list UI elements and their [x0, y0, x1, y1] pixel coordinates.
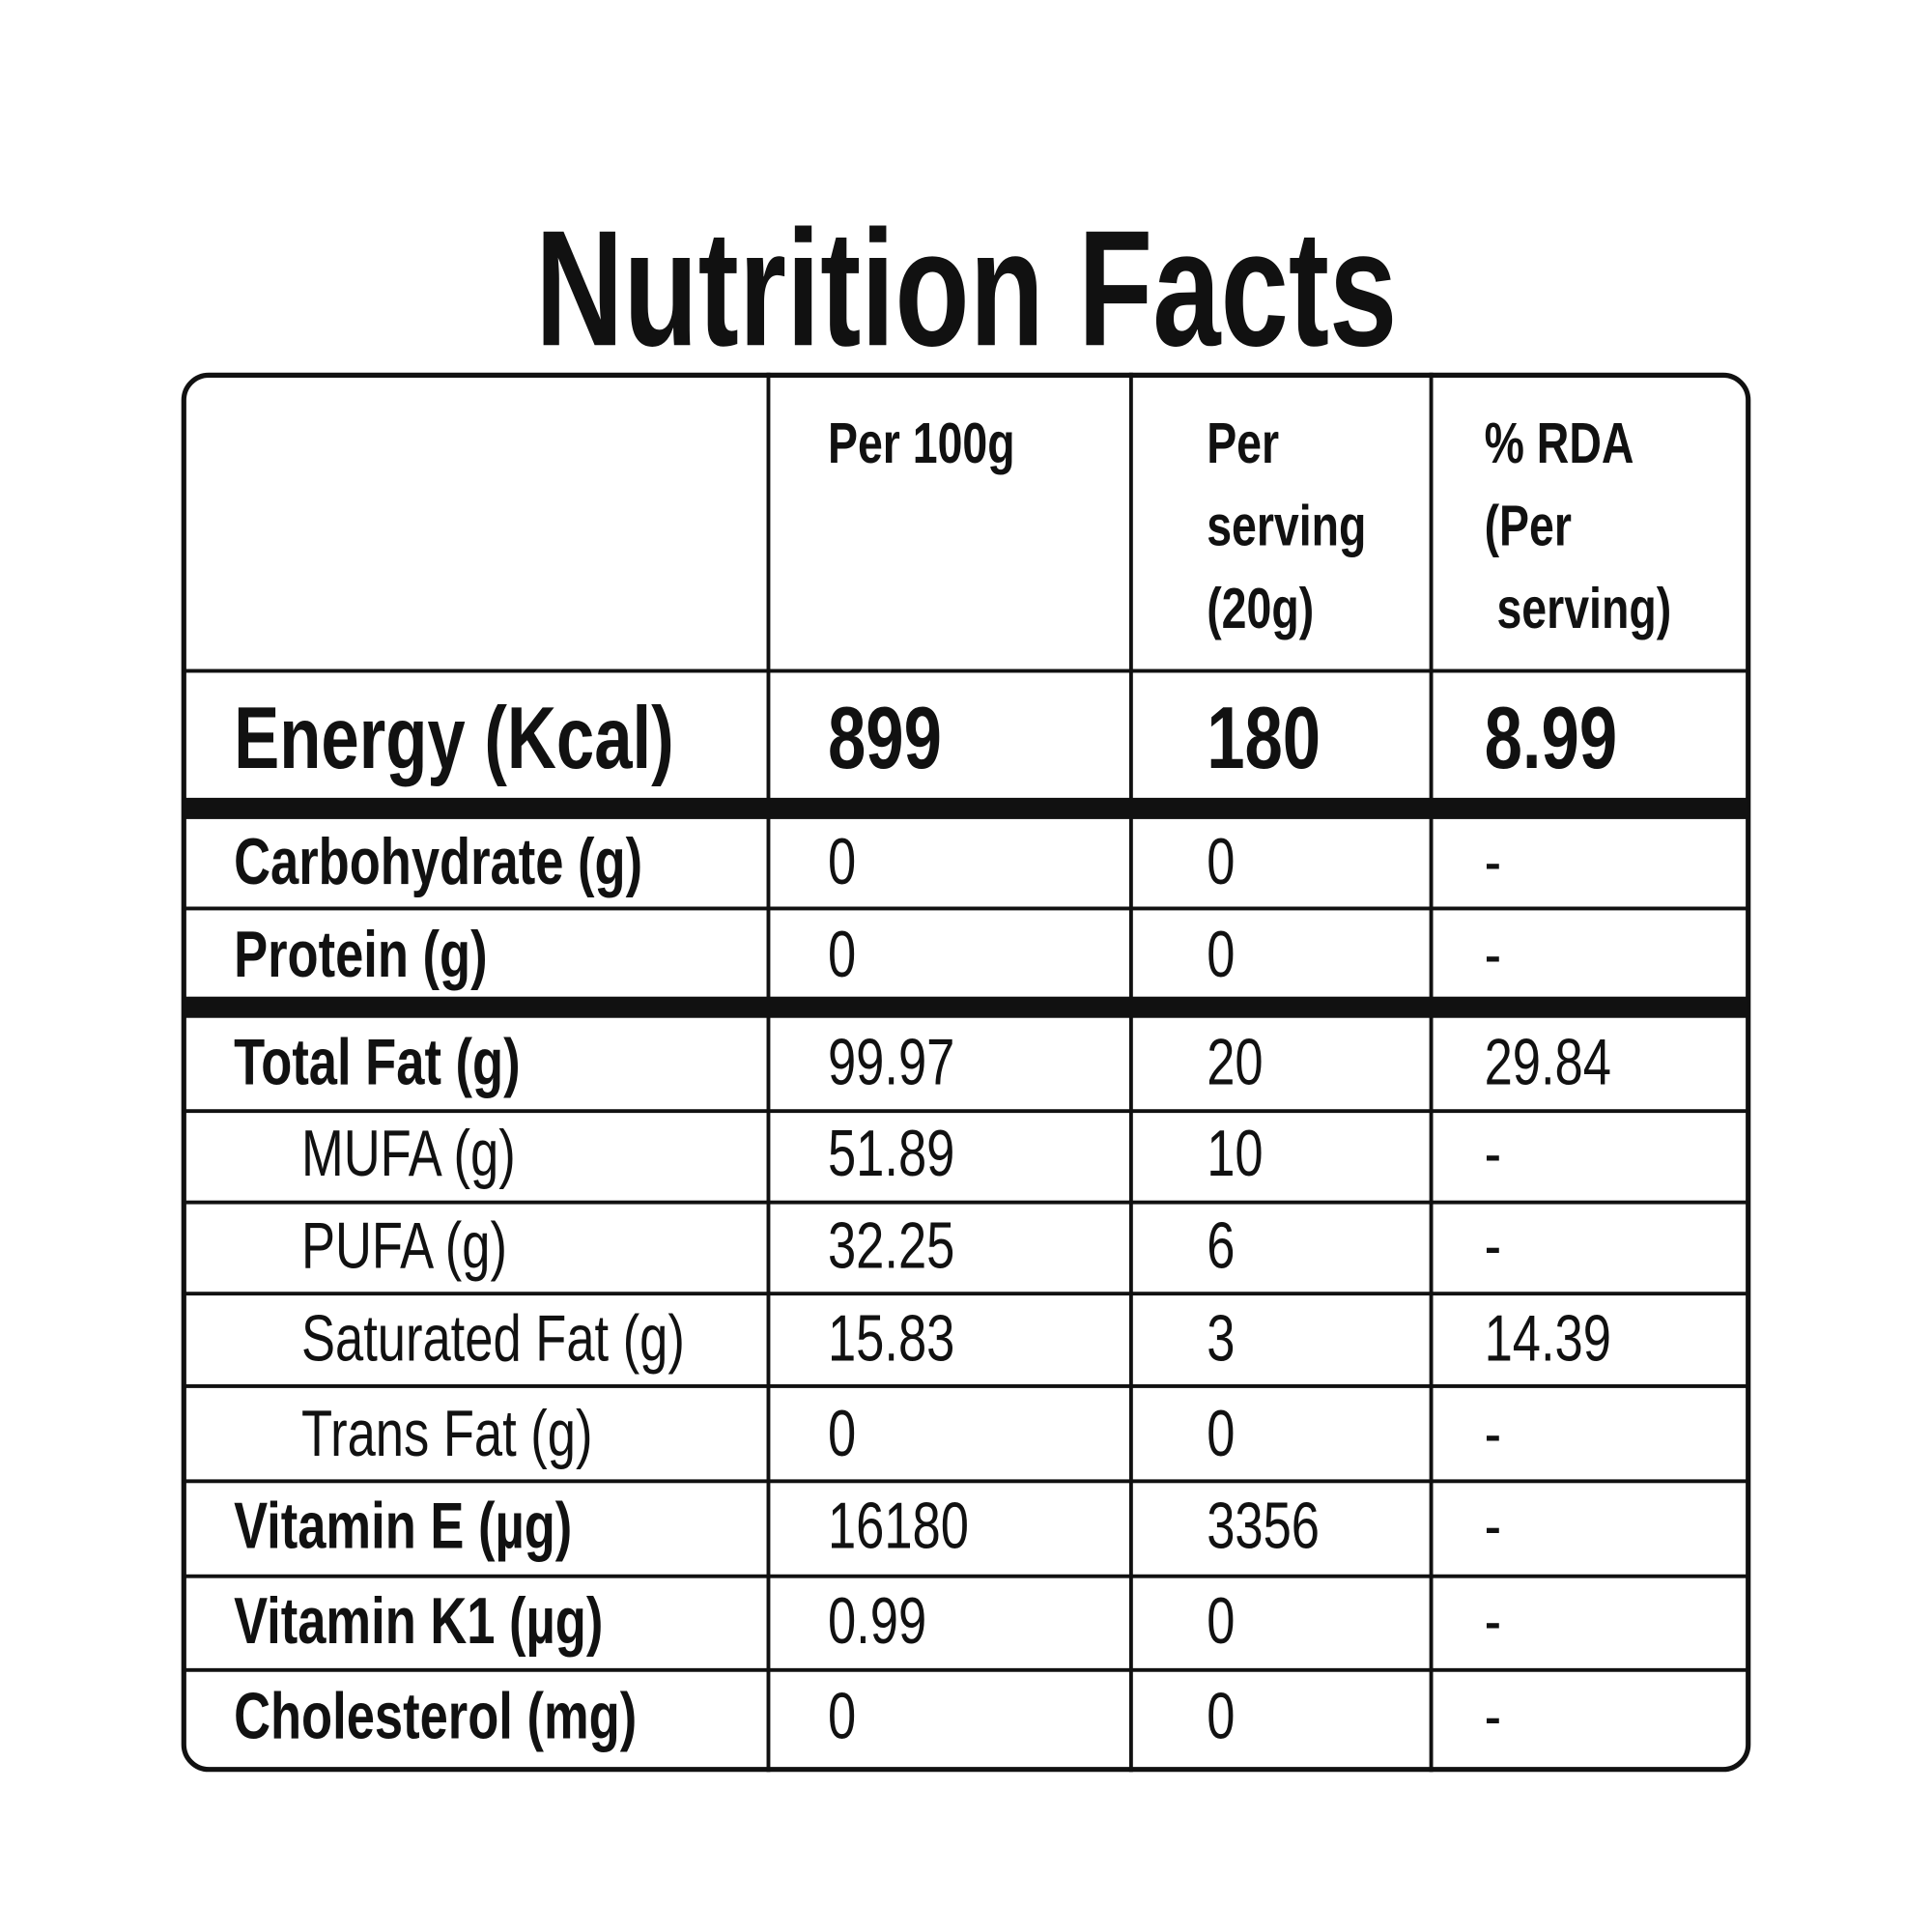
- nutrient-label: Cholesterol (mg): [234, 1680, 638, 1753]
- column-divider: [1128, 372, 1133, 1773]
- nutrient-label: MUFA (g): [300, 1118, 516, 1191]
- row-divider: [184, 1200, 1748, 1205]
- nutrition-table: [181, 372, 1751, 1773]
- value-per-100g: 0: [827, 826, 857, 899]
- value-per-serving: 6: [1207, 1210, 1236, 1284]
- value-rda: -: [1484, 919, 1502, 992]
- header-per-serving-line1: Per: [1207, 410, 1280, 475]
- value-per-serving: 0: [1207, 1398, 1236, 1471]
- value-rda: -: [1484, 1398, 1502, 1471]
- row-divider: [184, 1574, 1748, 1578]
- value-per-100g: 0: [827, 1398, 857, 1471]
- value-per-serving: 20: [1207, 1026, 1264, 1099]
- value-per-100g: 0.99: [827, 1585, 927, 1659]
- header-per-serving-line2: serving: [1207, 493, 1367, 558]
- row-divider: [184, 906, 1748, 911]
- nutrient-label: Trans Fat (g): [300, 1398, 593, 1471]
- nutrient-label: Total Fat (g): [234, 1026, 521, 1099]
- nutrient-label: Carbohydrate (g): [234, 826, 643, 899]
- value-rda: -: [1484, 1118, 1502, 1191]
- nutrient-label: Saturated Fat (g): [300, 1302, 685, 1376]
- value-per-serving: 10: [1207, 1118, 1264, 1191]
- nutrient-label: PUFA (g): [300, 1210, 507, 1284]
- value-per-serving: 0: [1207, 919, 1236, 992]
- row-divider: [184, 668, 1748, 673]
- energy-rda: 8.99: [1484, 689, 1618, 787]
- column-divider: [1429, 372, 1434, 1773]
- value-rda: -: [1484, 1680, 1502, 1753]
- thick-row-divider: [184, 797, 1748, 819]
- header-rda-line3: serving): [1484, 575, 1672, 640]
- value-rda: -: [1484, 1585, 1502, 1659]
- nutrient-label: Vitamin E (µg): [234, 1491, 573, 1564]
- page-title: Nutrition Facts: [0, 194, 1932, 383]
- row-divider: [184, 1384, 1748, 1388]
- row-divider: [184, 1667, 1748, 1672]
- energy-per-serving: 180: [1207, 689, 1321, 787]
- value-per-100g: 0: [827, 1680, 857, 1753]
- column-divider: [766, 372, 771, 1773]
- header-rda-line1: % RDA: [1484, 410, 1634, 475]
- value-per-100g: 15.83: [827, 1302, 955, 1376]
- value-per-100g: 16180: [827, 1491, 969, 1564]
- energy-per-100g: 899: [827, 689, 942, 787]
- value-rda: -: [1484, 1491, 1502, 1564]
- value-per-100g: 99.97: [827, 1026, 955, 1099]
- value-per-serving: 3: [1207, 1302, 1236, 1376]
- value-rda: -: [1484, 1210, 1502, 1284]
- value-per-serving: 3356: [1207, 1491, 1321, 1564]
- nutrient-label: Protein (g): [234, 919, 488, 992]
- row-divider: [184, 1479, 1748, 1484]
- value-per-serving: 0: [1207, 826, 1236, 899]
- value-per-100g: 0: [827, 919, 857, 992]
- value-per-serving: 0: [1207, 1680, 1236, 1753]
- header-per-serving-line3: (20g): [1207, 575, 1315, 640]
- row-divider: [184, 1109, 1748, 1114]
- title-text: Nutrition Facts: [534, 196, 1398, 381]
- value-rda: -: [1484, 826, 1502, 899]
- nutrient-label: Vitamin K1 (µg): [234, 1585, 604, 1659]
- value-rda: 29.84: [1484, 1026, 1611, 1099]
- value-per-100g: 32.25: [827, 1210, 955, 1284]
- value-rda: 14.39: [1484, 1302, 1611, 1376]
- thick-row-divider: [184, 996, 1748, 1018]
- row-divider: [184, 1292, 1748, 1296]
- header-rda-line2: (Per: [1484, 493, 1572, 558]
- energy-label: Energy (Kcal): [234, 689, 674, 787]
- value-per-serving: 0: [1207, 1585, 1236, 1659]
- header-per-100g: Per 100g: [827, 410, 1015, 475]
- value-per-100g: 51.89: [827, 1118, 955, 1191]
